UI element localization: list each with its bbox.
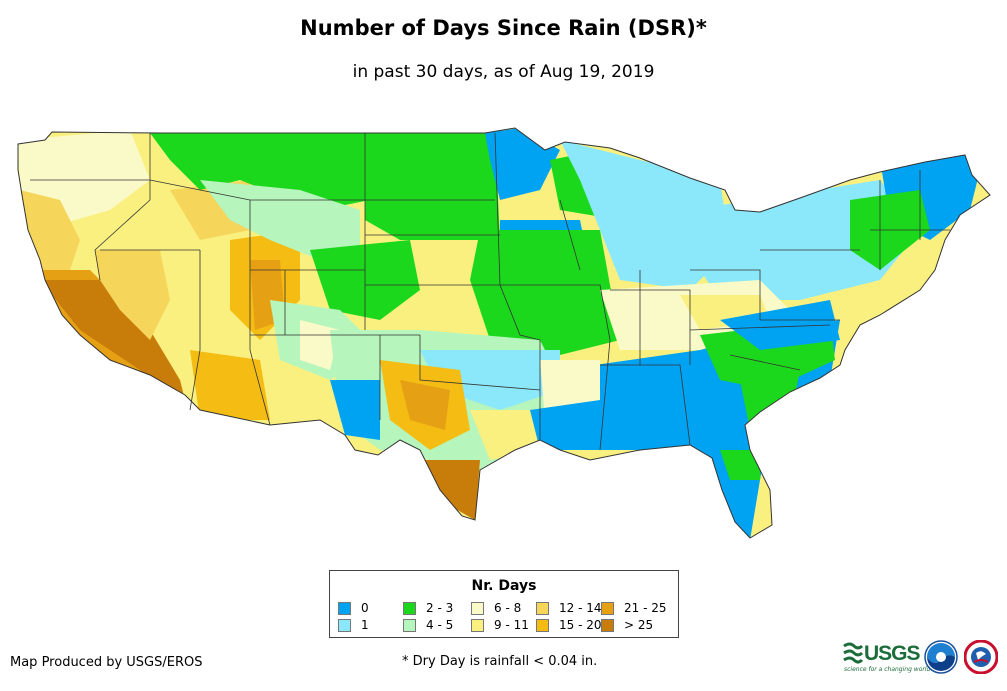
legend-swatch (403, 602, 416, 615)
legend-item-1: 1 (338, 618, 369, 632)
us-outline (17, 127, 991, 539)
legend-swatch (338, 602, 351, 615)
legend-title: Nr. Days (471, 578, 537, 594)
usgs-wordmark: USGS (864, 642, 921, 665)
legend-item-15-20: 15 - 20 (536, 618, 602, 632)
legend-item-9-11: 9 - 11 (471, 618, 529, 632)
noaa-logo-icon (924, 640, 958, 674)
map-title: Number of Days Since Rain (DSR)* (300, 16, 707, 40)
legend-item-4-5: 4 - 5 (403, 618, 453, 632)
legend-swatch (338, 619, 351, 632)
map-subtitle: in past 30 days, as of Aug 19, 2019 (352, 62, 655, 82)
usgs-tagline: science for a changing world (844, 666, 931, 673)
state-borders (30, 132, 950, 451)
legend-swatch (403, 619, 416, 632)
legend-swatch (471, 619, 484, 632)
usgs-wave-icon (843, 642, 864, 664)
legend-swatch (601, 602, 614, 615)
legend-item-over-25: > 25 (601, 618, 653, 632)
agency-logos: USGS science for a changing world (842, 638, 1002, 678)
footnote-text: * Dry Day is rainfall < 0.04 in. (402, 654, 598, 669)
usgs-logo: USGS science for a changing world (842, 638, 930, 676)
legend: Nr. Days 0 1 2 - 3 4 - 5 6 - 8 9 - 11 12… (329, 570, 679, 638)
legend-swatch (601, 619, 614, 632)
legend-item-21-25: 21 - 25 (601, 601, 667, 615)
legend-item-0: 0 (338, 601, 369, 615)
nws-logo-icon (964, 640, 998, 674)
credit-text: Map Produced by USGS/EROS (10, 655, 203, 670)
legend-swatch (536, 619, 549, 632)
legend-item-12-14: 12 - 14 (536, 601, 602, 615)
us-dsr-map (17, 127, 991, 539)
legend-item-6-8: 6 - 8 (471, 601, 521, 615)
legend-swatch (536, 602, 549, 615)
legend-swatch (471, 602, 484, 615)
legend-item-2-3: 2 - 3 (403, 601, 453, 615)
dsr-zones (18, 128, 990, 538)
